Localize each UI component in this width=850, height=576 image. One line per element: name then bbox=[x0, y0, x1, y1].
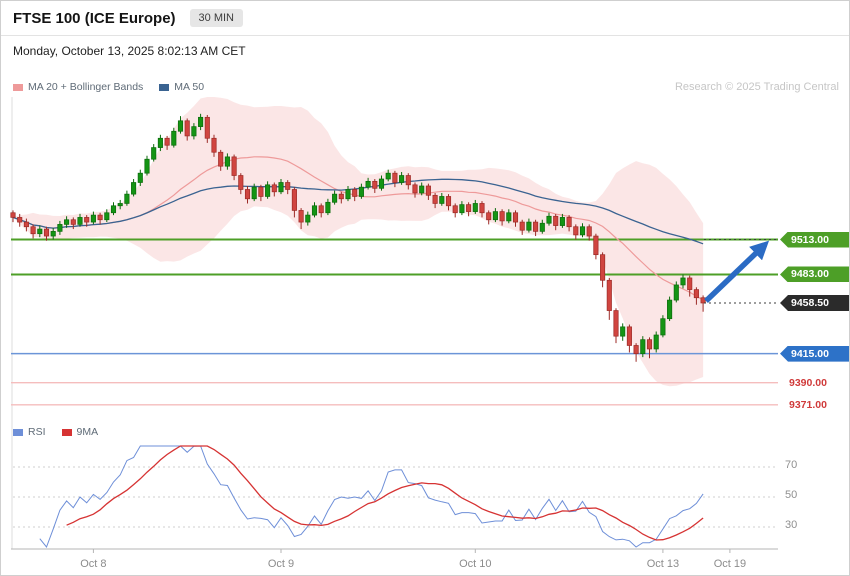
bullish-arrow bbox=[704, 240, 770, 303]
rsi-level-50: 50 bbox=[785, 489, 798, 501]
chart-datetime: Monday, October 13, 2025 8:02:13 AM CET bbox=[13, 44, 246, 58]
rsi-level-30: 30 bbox=[785, 519, 798, 531]
bollinger-band bbox=[13, 97, 704, 387]
ma20-bollinger-swatch-icon bbox=[13, 83, 23, 91]
x-axis-label: Oct 8 bbox=[80, 558, 106, 570]
ma50-label: MA 50 bbox=[174, 81, 205, 93]
rsi-level-70: 70 bbox=[785, 459, 798, 471]
x-axis-label: Oct 9 bbox=[268, 558, 294, 570]
legend-item-ma20-bollinger: MA 20 + Bollinger Bands bbox=[13, 81, 143, 93]
legend-item-9ma: 9MA bbox=[61, 426, 99, 438]
x-axis-label: Oct 10 bbox=[459, 558, 491, 570]
rsi-legend: RSI 9MA bbox=[13, 426, 98, 438]
ma50-swatch-icon bbox=[159, 83, 170, 91]
timeframe-badge[interactable]: 30 MIN bbox=[189, 9, 244, 27]
chart-header: FTSE 100 (ICE Europe) 30 MIN bbox=[1, 1, 849, 36]
main-chart-legend: MA 20 + Bollinger Bands MA 50 bbox=[13, 81, 204, 93]
legend-item-rsi: RSI bbox=[13, 426, 46, 438]
x-axis-label: Oct 19 bbox=[714, 558, 746, 570]
rsi-line bbox=[39, 445, 704, 548]
last-price-tag: 9458.50 bbox=[780, 294, 849, 311]
ma20-bollinger-label: MA 20 + Bollinger Bands bbox=[28, 81, 144, 93]
rsi-ma-line bbox=[66, 445, 704, 541]
rsi-label: RSI bbox=[28, 426, 46, 438]
x-axis-label: Oct 13 bbox=[647, 558, 679, 570]
resistance-tag-9513: 9513.00 bbox=[780, 231, 849, 248]
legend-item-ma50: MA 50 bbox=[159, 81, 204, 93]
ma50-line bbox=[12, 178, 704, 245]
instrument-title: FTSE 100 (ICE Europe) bbox=[13, 9, 176, 27]
rsi-swatch-icon bbox=[13, 428, 23, 436]
nine-ma-label: 9MA bbox=[76, 426, 99, 438]
support-tag-9415: 9415.00 bbox=[780, 345, 849, 362]
candlestick-series bbox=[10, 113, 706, 362]
support-label-9390: 9390.00 bbox=[789, 376, 827, 389]
copyright-text: Research © 2025 Trading Central bbox=[674, 81, 839, 93]
support-label-9371: 9371.00 bbox=[789, 398, 827, 411]
resistance-tag-9483: 9483.00 bbox=[780, 266, 849, 283]
nine-ma-swatch-icon bbox=[61, 428, 72, 436]
